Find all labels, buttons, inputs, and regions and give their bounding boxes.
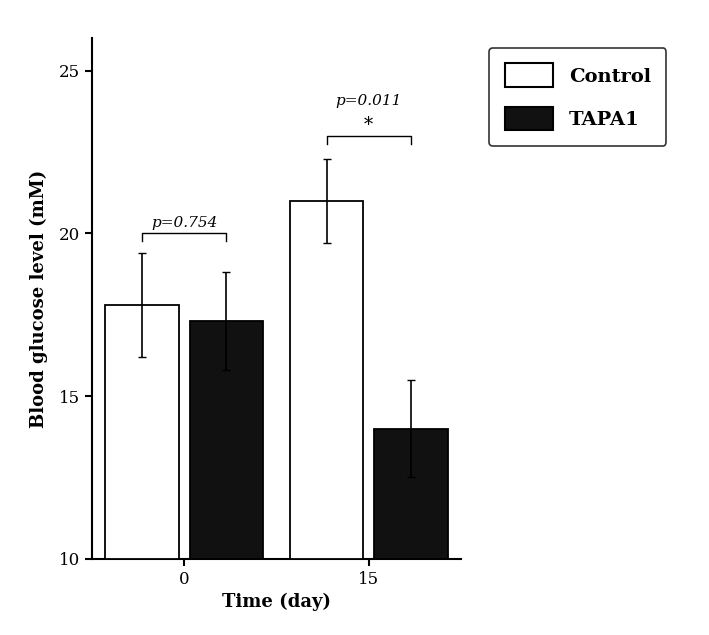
Y-axis label: Blood glucose level (mM): Blood glucose level (mM) [30, 170, 48, 427]
Bar [189, 321, 263, 559]
Bar [290, 201, 364, 559]
Text: *: * [364, 116, 373, 134]
Text: p=0.011: p=0.011 [335, 94, 402, 108]
Text: p=0.754: p=0.754 [151, 216, 218, 230]
Bar [106, 305, 179, 559]
Legend: Control, TAPA1: Control, TAPA1 [489, 48, 666, 146]
Bar [374, 429, 447, 559]
X-axis label: Time (day): Time (day) [222, 593, 331, 612]
